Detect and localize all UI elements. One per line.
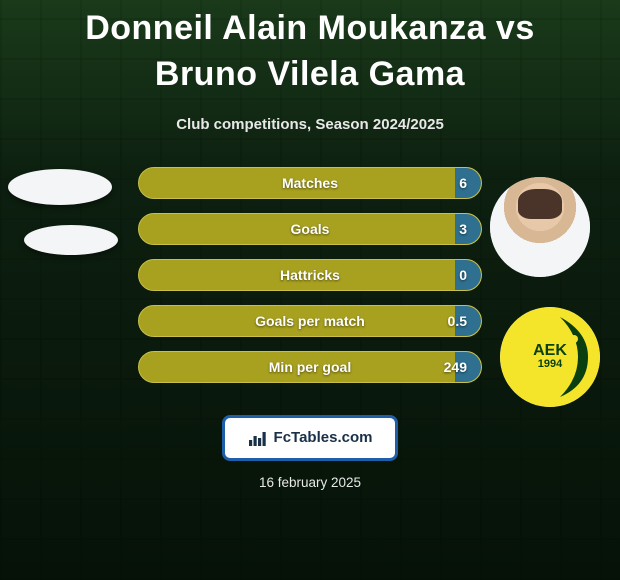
stats-zone: AEK 1994 Matches 6 Goals 3 Hattricks 0 Goals p… [0, 167, 620, 397]
stat-right-value: 0 [459, 267, 467, 283]
infographic-content: Donneil Alain Moukanza vs Bruno Vilela G… [0, 0, 620, 580]
club-year: 1994 [533, 359, 567, 371]
right-club-logo: AEK 1994 [500, 307, 600, 407]
stat-row: Matches 6 [138, 167, 482, 199]
page-title: Donneil Alain Moukanza vs Bruno Vilela G… [0, 0, 620, 98]
stat-right-value: 0.5 [448, 313, 467, 329]
brand-badge: FcTables.com [222, 415, 398, 461]
stat-right-value: 6 [459, 175, 467, 191]
date-line: 16 february 2025 [0, 475, 620, 490]
stat-row: Hattricks 0 [138, 259, 482, 291]
player-face-icon [490, 177, 590, 277]
right-player-avatar [490, 177, 590, 277]
stat-right-value: 249 [444, 359, 467, 375]
left-player-avatar-placeholder [8, 169, 112, 205]
stat-label: Goals per match [255, 313, 365, 329]
stat-label: Goals [291, 221, 330, 237]
stat-row: Min per goal 249 [138, 351, 482, 383]
stat-label: Matches [282, 175, 338, 191]
stat-label: Hattricks [280, 267, 340, 283]
subtitle: Club competitions, Season 2024/2025 [0, 116, 620, 133]
club-name: AEK [533, 343, 567, 360]
stat-right-value: 3 [459, 221, 467, 237]
stat-rows: Matches 6 Goals 3 Hattricks 0 Goals per match 0… [138, 167, 482, 383]
stat-row: Goals per match 0.5 [138, 305, 482, 337]
brand-text: FcTables.com [274, 429, 373, 446]
left-club-logo-placeholder [24, 225, 118, 255]
stat-row: Goals 3 [138, 213, 482, 245]
stat-label: Min per goal [269, 359, 351, 375]
bar-chart-icon [248, 428, 268, 448]
club-logo-aek: AEK 1994 [500, 307, 600, 407]
